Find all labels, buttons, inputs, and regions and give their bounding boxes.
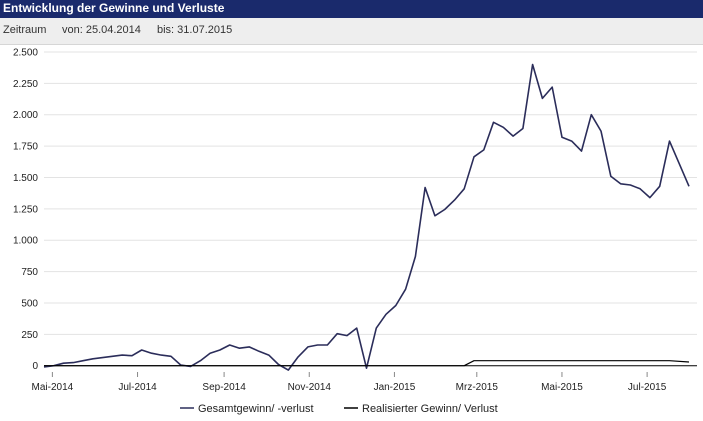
page-title: Entwicklung der Gewinne und Verluste	[3, 1, 225, 15]
x-tick-label: Nov-2014	[288, 382, 332, 393]
x-tick-label: Jul-2015	[628, 382, 667, 393]
range-label: Zeitraum	[3, 24, 47, 36]
y-tick-label: 0	[32, 361, 38, 372]
title-bar: Entwicklung der Gewinne und Verluste	[0, 0, 703, 18]
y-tick-label: 2.000	[13, 110, 38, 121]
range-from: von: 25.04.2014	[62, 24, 141, 36]
y-tick-label: 2.250	[13, 79, 38, 90]
x-tick-label: Sep-2014	[202, 382, 246, 393]
x-tick-label: Jan-2015	[374, 382, 416, 393]
x-tick-label: Mai-2015	[541, 382, 583, 393]
x-tick-label: Jul-2014	[118, 382, 157, 393]
line-chart: 0 250 500 750 1.000 1.250 1.500 1.750 2.000 2.250…	[13, 48, 697, 415]
x-axis: Mai-2014 Jul-2014 Sep-2014 Nov-2014 Jan-2015…	[32, 372, 667, 393]
range-to: bis: 31.07.2015	[157, 24, 233, 36]
y-tick-label: 1.500	[13, 173, 38, 184]
range-bar: Zeitraum von: 25.04.2014 bis: 31.07.2015	[0, 18, 703, 45]
series-line-total	[43, 63, 690, 371]
y-axis: 0 250 500 750 1.000 1.250 1.500 1.750 2.000 2.250…	[13, 48, 38, 373]
y-tick-label: 1.000	[13, 236, 38, 247]
y-tick-label: 250	[21, 330, 38, 341]
legend-label: Realisierter Gewinn/ Verlust	[362, 403, 498, 415]
x-tick-label: Mai-2014	[32, 382, 74, 393]
y-tick-label: 500	[21, 298, 38, 309]
y-tick-label: 750	[21, 267, 38, 278]
x-tick-label: Mrz-2015	[456, 382, 499, 393]
y-tick-label: 2.500	[13, 48, 38, 59]
legend: Gesamtgewinn/ -verlust Realisierter Gewin…	[180, 403, 498, 415]
y-tick-label: 1.750	[13, 142, 38, 153]
grid	[44, 51, 697, 367]
legend-label: Gesamtgewinn/ -verlust	[198, 403, 314, 415]
series-layer	[43, 63, 690, 371]
y-tick-label: 1.250	[13, 204, 38, 215]
series-line-realized	[44, 360, 690, 367]
